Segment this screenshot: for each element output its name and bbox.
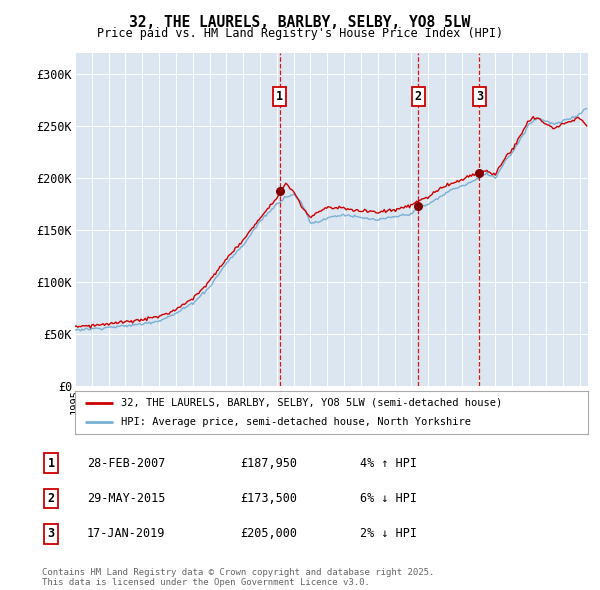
Text: 32, THE LAURELS, BARLBY, SELBY, YO8 5LW: 32, THE LAURELS, BARLBY, SELBY, YO8 5LW (130, 15, 470, 30)
Text: £205,000: £205,000 (240, 527, 297, 540)
Text: 3: 3 (47, 527, 55, 540)
Text: 6% ↓ HPI: 6% ↓ HPI (360, 492, 417, 505)
Text: Contains HM Land Registry data © Crown copyright and database right 2025.
This d: Contains HM Land Registry data © Crown c… (42, 568, 434, 587)
Text: 2: 2 (415, 90, 422, 103)
Text: 2% ↓ HPI: 2% ↓ HPI (360, 527, 417, 540)
Text: Price paid vs. HM Land Registry's House Price Index (HPI): Price paid vs. HM Land Registry's House … (97, 27, 503, 40)
Text: 17-JAN-2019: 17-JAN-2019 (87, 527, 166, 540)
Text: 1: 1 (276, 90, 283, 103)
Text: £173,500: £173,500 (240, 492, 297, 505)
Text: 28-FEB-2007: 28-FEB-2007 (87, 457, 166, 470)
Text: 3: 3 (476, 90, 483, 103)
Text: 32, THE LAURELS, BARLBY, SELBY, YO8 5LW (semi-detached house): 32, THE LAURELS, BARLBY, SELBY, YO8 5LW … (121, 398, 502, 408)
Text: 1: 1 (47, 457, 55, 470)
Text: 2: 2 (47, 492, 55, 505)
Text: HPI: Average price, semi-detached house, North Yorkshire: HPI: Average price, semi-detached house,… (121, 417, 471, 427)
Text: 29-MAY-2015: 29-MAY-2015 (87, 492, 166, 505)
Text: £187,950: £187,950 (240, 457, 297, 470)
Text: 4% ↑ HPI: 4% ↑ HPI (360, 457, 417, 470)
